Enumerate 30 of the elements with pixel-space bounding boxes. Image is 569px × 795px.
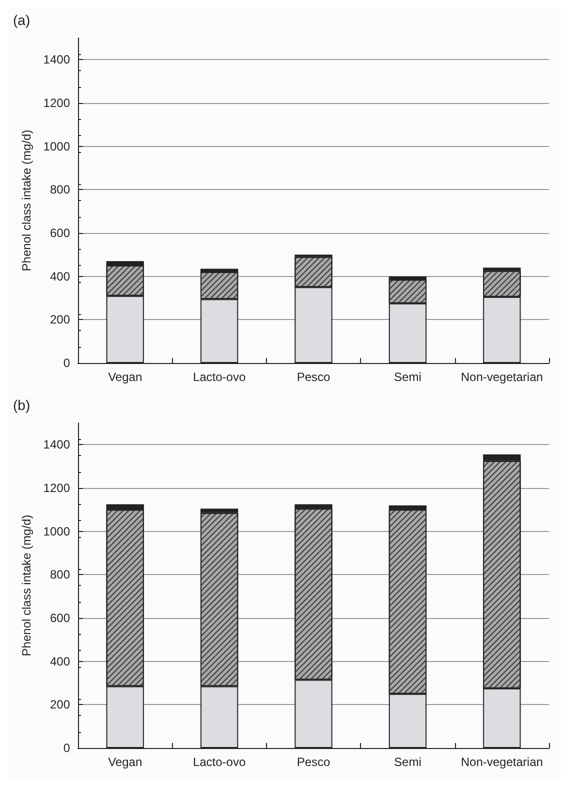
y-tick-label: 1000 [43,139,70,154]
y-tick-label: 400 [50,269,70,284]
chart-title: (a) [13,12,30,28]
y-tick-label: 400 [50,654,70,668]
x-tick-label: Vegan [108,370,142,384]
x-tick-label: Vegan [108,755,142,769]
y-tick-label: 1400 [43,52,70,67]
y-tick-label: 800 [50,182,70,197]
x-tick-label: Non-vegetarian [460,370,543,384]
x-tick-label: Pesco [296,370,330,384]
y-tick-label: 1200 [43,481,70,495]
y-tick-label: 1400 [43,438,70,452]
y-tick-label: 0 [63,356,70,370]
y-tick-label: 600 [50,611,70,625]
y-tick-label: 1000 [43,524,70,538]
chart-title: (b) [13,397,30,413]
y-tick-label: 200 [50,698,70,712]
y-axis-title: Phenol class intake (mg/d) [19,130,34,272]
x-tick-label: Non-vegetarian [460,755,543,769]
x-tick-label: Semi [394,370,422,384]
x-tick-label: Semi [394,755,422,769]
y-tick-label: 1200 [43,96,70,110]
y-tick-label: 200 [50,312,70,327]
x-tick-label: Lacto-ovo [192,755,246,769]
y-tick-label: 0 [63,741,70,755]
x-tick-label: Lacto-ovo [192,370,246,384]
y-tick-label: 800 [50,568,70,582]
y-tick-label: 600 [50,226,70,240]
y-axis-title: Phenol class intake (mg/d) [19,514,34,656]
x-tick-label: Pesco [296,755,330,769]
